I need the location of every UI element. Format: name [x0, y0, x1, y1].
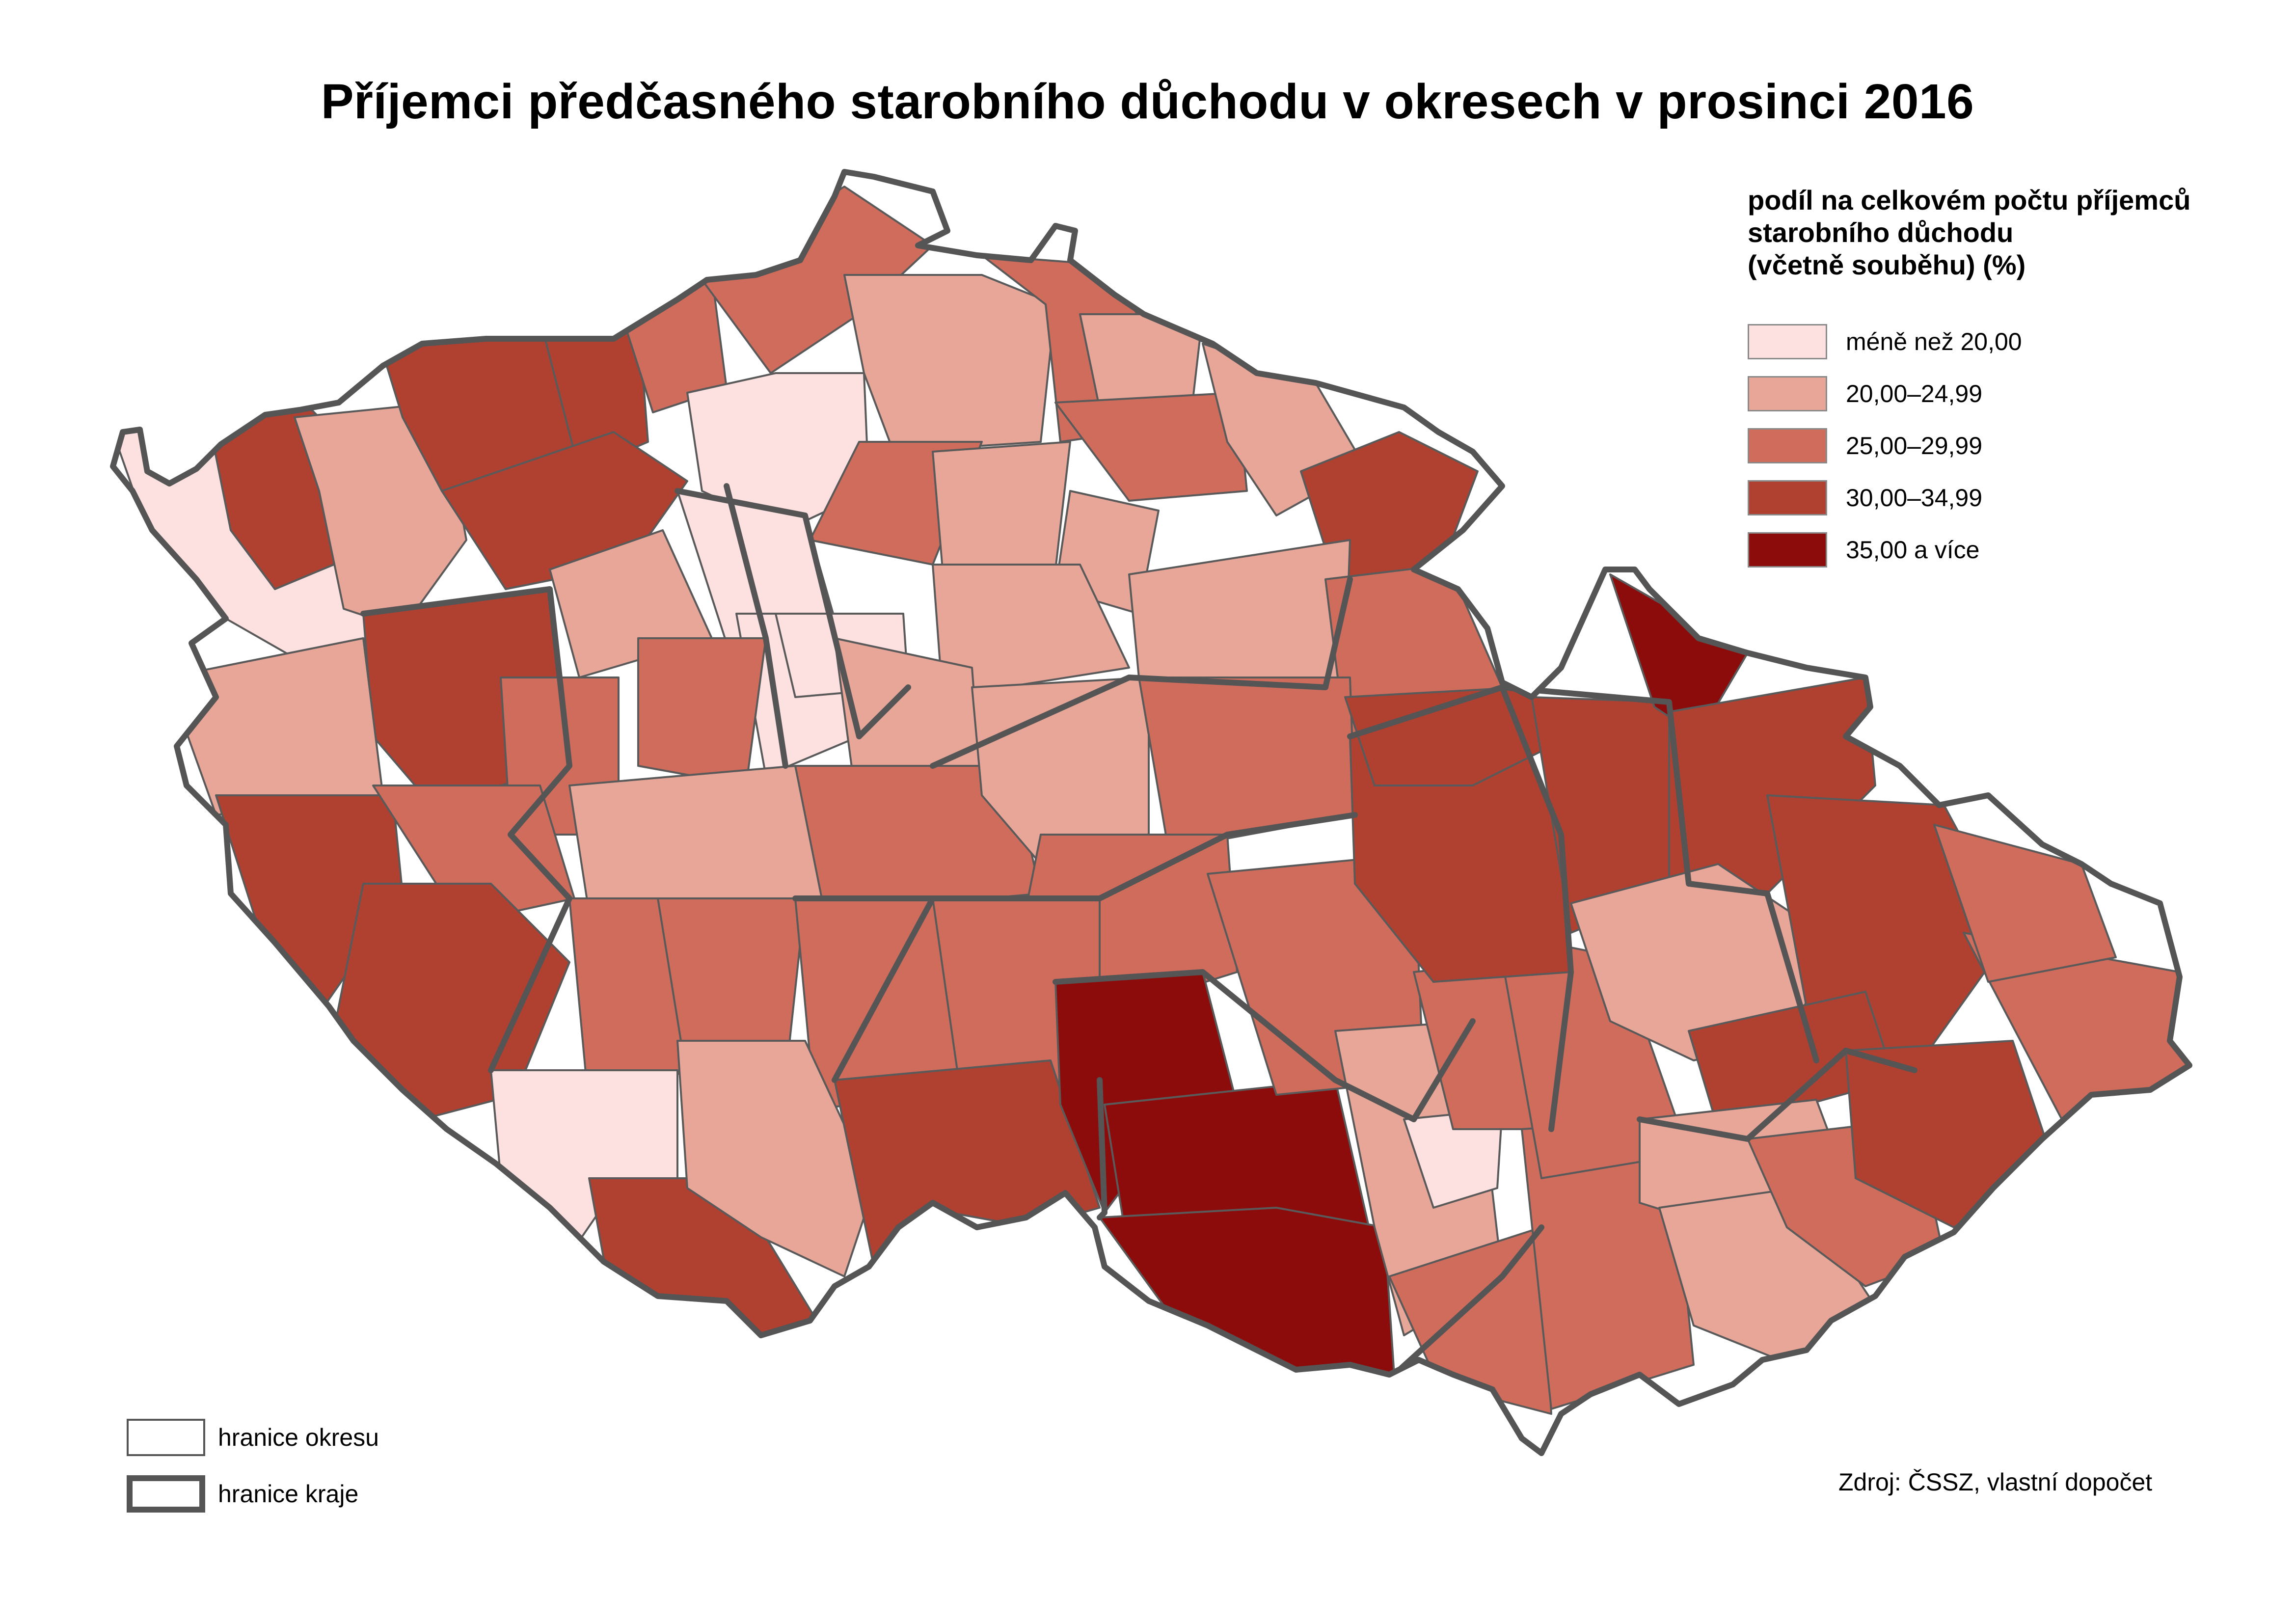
map-title: Příjemci předčasného starobního důchodu … — [321, 74, 1974, 129]
legend-label-3: 25,00–29,99 — [1846, 432, 1983, 460]
country-border — [110, 169, 2192, 1456]
district-10 — [843, 274, 1056, 453]
border-legend-kraj: hranice kraje — [127, 1465, 379, 1522]
legend-title-line-1: podíl na celkovém počtu příjemců — [1748, 185, 2191, 216]
kraj-border-3 — [724, 483, 788, 769]
legend-swatch-5 — [1748, 532, 1827, 568]
district-19 — [932, 564, 1130, 698]
kraj-border-4 — [930, 576, 1353, 769]
kraj-border-8 — [1499, 684, 1819, 1063]
legend-title-line-2: starobního důchodu — [1748, 217, 2014, 248]
district-13 — [1054, 392, 1248, 502]
kraj-border-6 — [1053, 969, 1476, 1122]
kraj-border-11 — [1391, 1224, 1544, 1378]
kraj-border-12 — [832, 895, 936, 1083]
legend-title: podíl na celkovém počtu příjemců starobn… — [1748, 184, 2190, 281]
kraj-border-5 — [792, 812, 1358, 901]
okres-border-label: hranice okresu — [218, 1423, 379, 1451]
legend-swatch-4 — [1748, 480, 1827, 515]
kraj-border-9 — [1637, 1048, 1917, 1142]
district-layer — [113, 186, 2189, 1415]
legend-swatch-3 — [1748, 428, 1827, 463]
kraj-border-7 — [1347, 684, 1574, 1132]
district-70 — [1933, 824, 2117, 983]
district-45 — [676, 1040, 875, 1277]
legend-item-2: 20,00–24,99 — [1748, 368, 2190, 420]
district-34 — [568, 765, 826, 914]
legend-item-1: méně než 20,00 — [1748, 316, 2190, 368]
legend-label-2: 20,00–24,99 — [1846, 380, 1983, 407]
okres-border-swatch — [127, 1418, 205, 1456]
legend-label-5: 35,00 a více — [1846, 536, 1980, 564]
legend-label-4: 30,00–34,99 — [1846, 484, 1983, 512]
district-20 — [1128, 539, 1351, 678]
legend-label-1: méně než 20,00 — [1846, 328, 2022, 355]
district-27 — [637, 637, 767, 786]
kraj-border-1 — [360, 586, 572, 1073]
district-49 — [1099, 1207, 1395, 1376]
kraj-border-2 — [675, 488, 911, 739]
legend-swatch-1 — [1748, 324, 1827, 359]
legend-swatch-2 — [1748, 376, 1827, 411]
source-note: Zdroj: ČSSZ, vlastní dopočet — [1838, 1468, 2153, 1496]
legend-title-line-3: (včetně souběhu) (%) — [1748, 249, 2026, 280]
border-legend: hranice okresu hranice kraje — [127, 1409, 379, 1522]
kraj-border-swatch — [127, 1475, 205, 1513]
kraj-border-10 — [1097, 1077, 1107, 1220]
kraj-border-label: hranice kraje — [218, 1480, 359, 1508]
country-outline — [110, 169, 2192, 1456]
map-legend: podíl na celkovém počtu příjemců starobn… — [1748, 184, 2190, 576]
legend-item-4: 30,00–34,99 — [1748, 472, 2190, 524]
legend-item-5: 35,00 a více — [1748, 524, 2190, 576]
legend-item-3: 25,00–29,99 — [1748, 420, 2190, 472]
border-legend-okres: hranice okresu — [127, 1409, 379, 1465]
district-17 — [932, 441, 1071, 570]
district-37 — [1138, 677, 1356, 850]
